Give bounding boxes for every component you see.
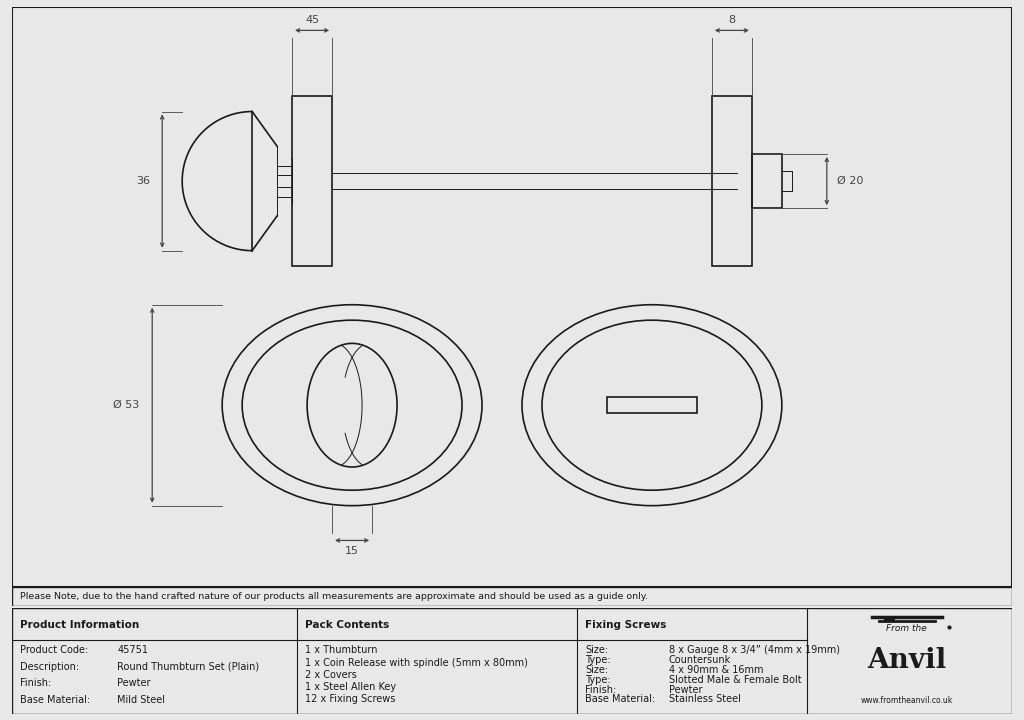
Text: Mild Steel: Mild Steel [117, 695, 165, 705]
Bar [607, 397, 697, 413]
Text: 1 x Steel Allen Key: 1 x Steel Allen Key [305, 682, 396, 692]
Text: Size:: Size: [585, 665, 608, 675]
Text: Slotted Male & Female Bolt: Slotted Male & Female Bolt [669, 675, 802, 685]
Text: Product Code:: Product Code: [20, 645, 88, 655]
Bar [752, 154, 782, 208]
Text: 36: 36 [136, 176, 150, 186]
Bar [712, 96, 752, 266]
Text: Countersunk: Countersunk [669, 655, 731, 665]
Text: Round Thumbturn Set (Plain): Round Thumbturn Set (Plain) [117, 662, 259, 672]
Text: Finish:: Finish: [20, 678, 51, 688]
Text: Base Material:: Base Material: [585, 694, 655, 704]
Text: 15: 15 [345, 546, 359, 557]
Text: Ø 20: Ø 20 [837, 176, 863, 186]
Text: 8: 8 [728, 14, 735, 24]
Text: Pack Contents: Pack Contents [305, 620, 389, 630]
Text: From the: From the [887, 624, 927, 634]
Text: 1 x Thumbturn: 1 x Thumbturn [305, 645, 378, 655]
Text: Pewter: Pewter [117, 678, 151, 688]
Text: Ø 53: Ø 53 [114, 400, 139, 410]
Text: Fixing Screws: Fixing Screws [585, 620, 667, 630]
Text: Pewter: Pewter [669, 685, 702, 695]
Text: Base Material:: Base Material: [20, 695, 90, 705]
Text: 45: 45 [305, 14, 319, 24]
Text: Stainless Steel: Stainless Steel [669, 694, 740, 704]
Bar [292, 96, 332, 266]
Text: Size:: Size: [585, 645, 608, 655]
Text: Description:: Description: [20, 662, 80, 672]
Text: 8 x Gauge 8 x 3/4” (4mm x 19mm): 8 x Gauge 8 x 3/4” (4mm x 19mm) [669, 645, 840, 655]
Text: Please Note, due to the hand crafted nature of our products all measurements are: Please Note, due to the hand crafted nat… [20, 592, 648, 601]
Text: Anvil: Anvil [867, 647, 946, 675]
Text: Type:: Type: [585, 675, 610, 685]
Text: Product Information: Product Information [20, 620, 139, 630]
Text: 4 x 90mm & 16mm: 4 x 90mm & 16mm [669, 665, 764, 675]
Text: 2 x Covers: 2 x Covers [305, 670, 357, 680]
Text: www.fromtheanvil.co.uk: www.fromtheanvil.co.uk [860, 696, 953, 705]
Text: 1 x Coin Release with spindle (5mm x 80mm): 1 x Coin Release with spindle (5mm x 80m… [305, 657, 528, 667]
Text: 12 x Fixing Screws: 12 x Fixing Screws [305, 694, 395, 704]
Text: Type:: Type: [585, 655, 610, 665]
Text: Finish:: Finish: [585, 685, 616, 695]
Text: 45751: 45751 [117, 645, 148, 655]
